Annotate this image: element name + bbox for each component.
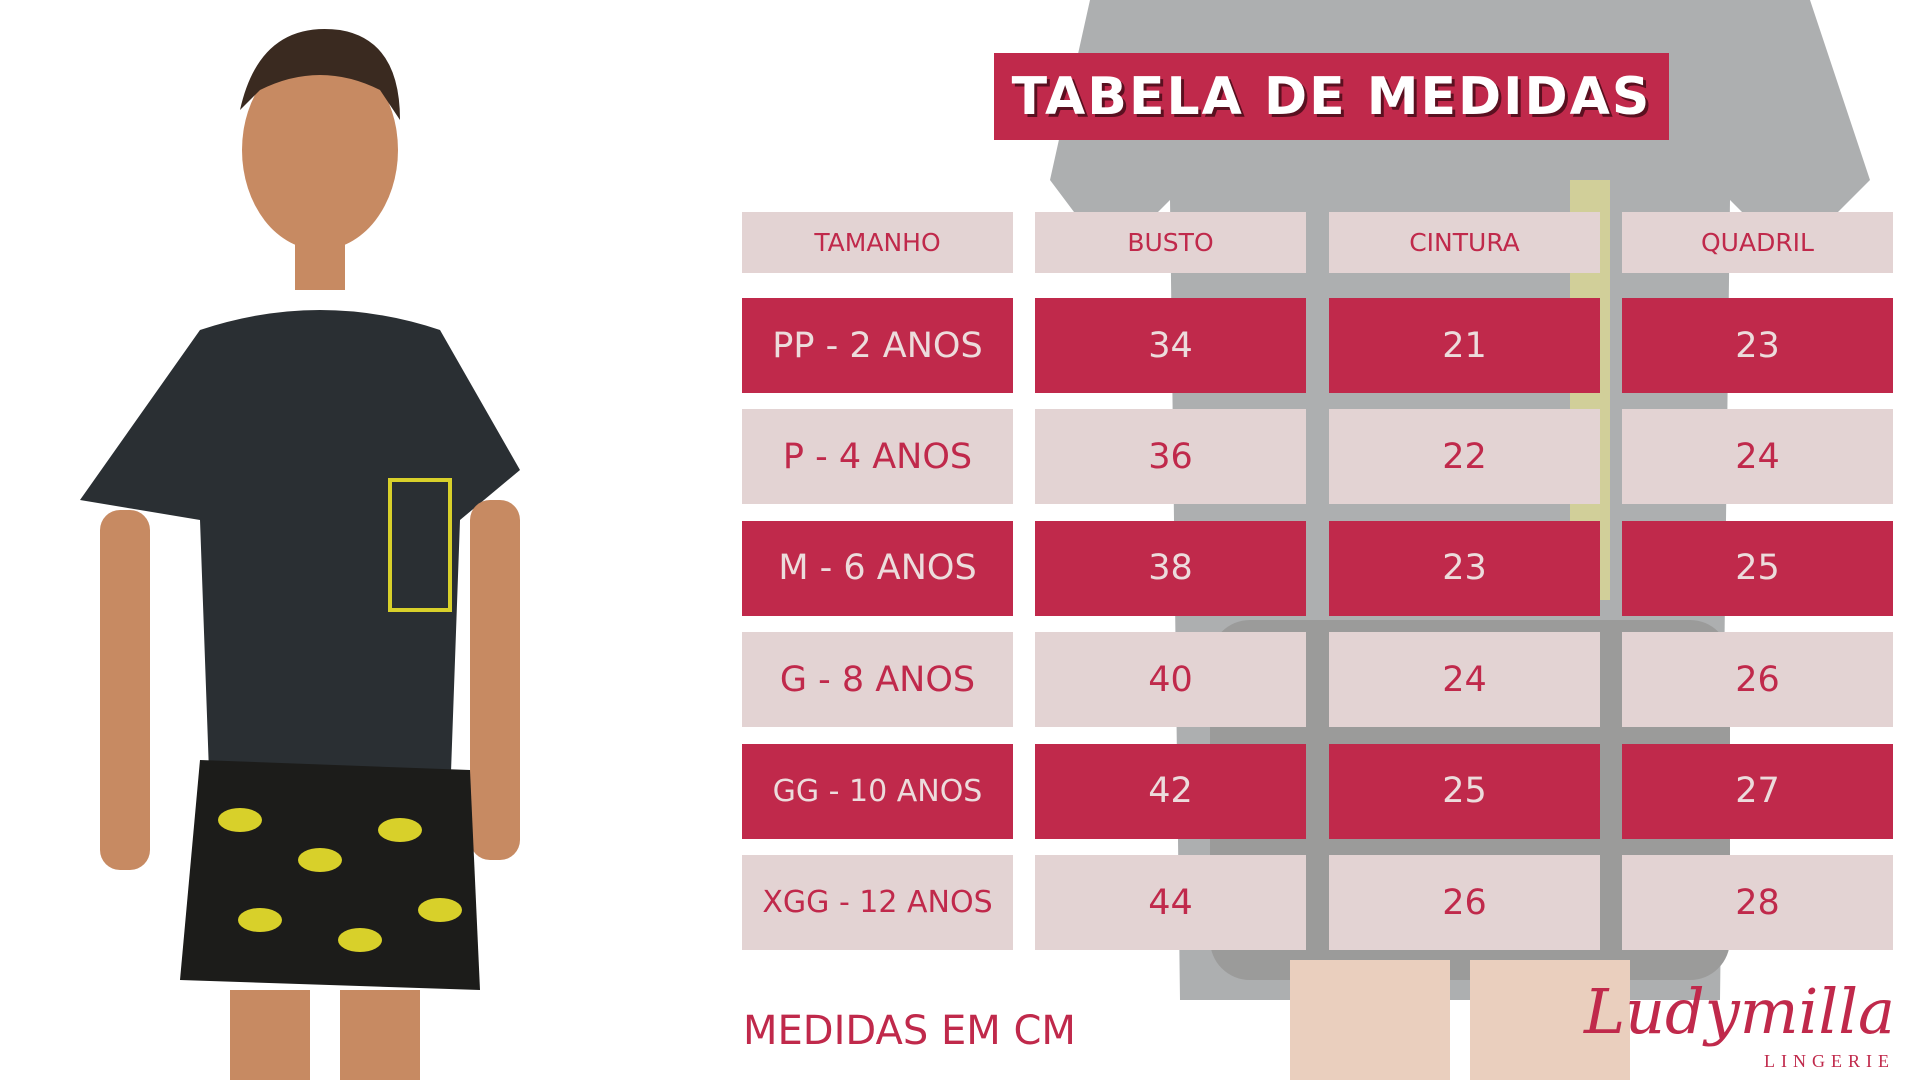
quadril-cell: 24 [1622,409,1893,505]
busto-cell: 34 [1035,298,1306,393]
cintura-cell: 25 [1329,743,1600,839]
units-note: MEDIDAS EM CM [743,1008,1076,1054]
size-cell: P - 4 ANOS [742,409,1013,505]
quadril-cell: 25 [1622,520,1893,616]
quadril-cell: 27 [1622,743,1893,839]
size-cell: G - 8 ANOS [742,632,1013,728]
size-cell: PP - 2 ANOS [742,298,1013,393]
size-cell: M - 6 ANOS [742,520,1013,616]
busto-cell: 42 [1035,743,1306,839]
busto-cell: 40 [1035,632,1306,728]
busto-cell: 38 [1035,520,1306,616]
header-tamanho: TAMANHO [742,212,1013,273]
title-banner: TABELA DE MEDIDAS [994,53,1669,140]
quadril-cell: 26 [1622,632,1893,728]
cintura-cell: 24 [1329,632,1600,728]
busto-cell: 36 [1035,409,1306,505]
size-cell: GG - 10 ANOS [742,743,1013,839]
cintura-cell: 21 [1329,298,1600,393]
logo-sub: LINGERIE [1764,1051,1895,1071]
size-cell: XGG - 12 ANOS [742,855,1013,950]
header-busto: BUSTO [1035,212,1306,273]
logo-name: Ludymilla [1583,975,1895,1048]
quadril-cell: 28 [1622,855,1893,950]
child-model-photo [80,29,520,1080]
quadril-cell: 23 [1622,298,1893,393]
brand-logo: Ludymilla LINGERIE [1584,975,1895,1075]
cintura-cell: 22 [1329,409,1600,505]
cintura-cell: 23 [1329,520,1600,616]
header-cintura: CINTURA [1329,212,1600,273]
busto-cell: 44 [1035,855,1306,950]
header-quadril: QUADRIL [1622,212,1893,273]
page-title: TABELA DE MEDIDAS [1011,66,1652,127]
cintura-cell: 26 [1329,855,1600,950]
